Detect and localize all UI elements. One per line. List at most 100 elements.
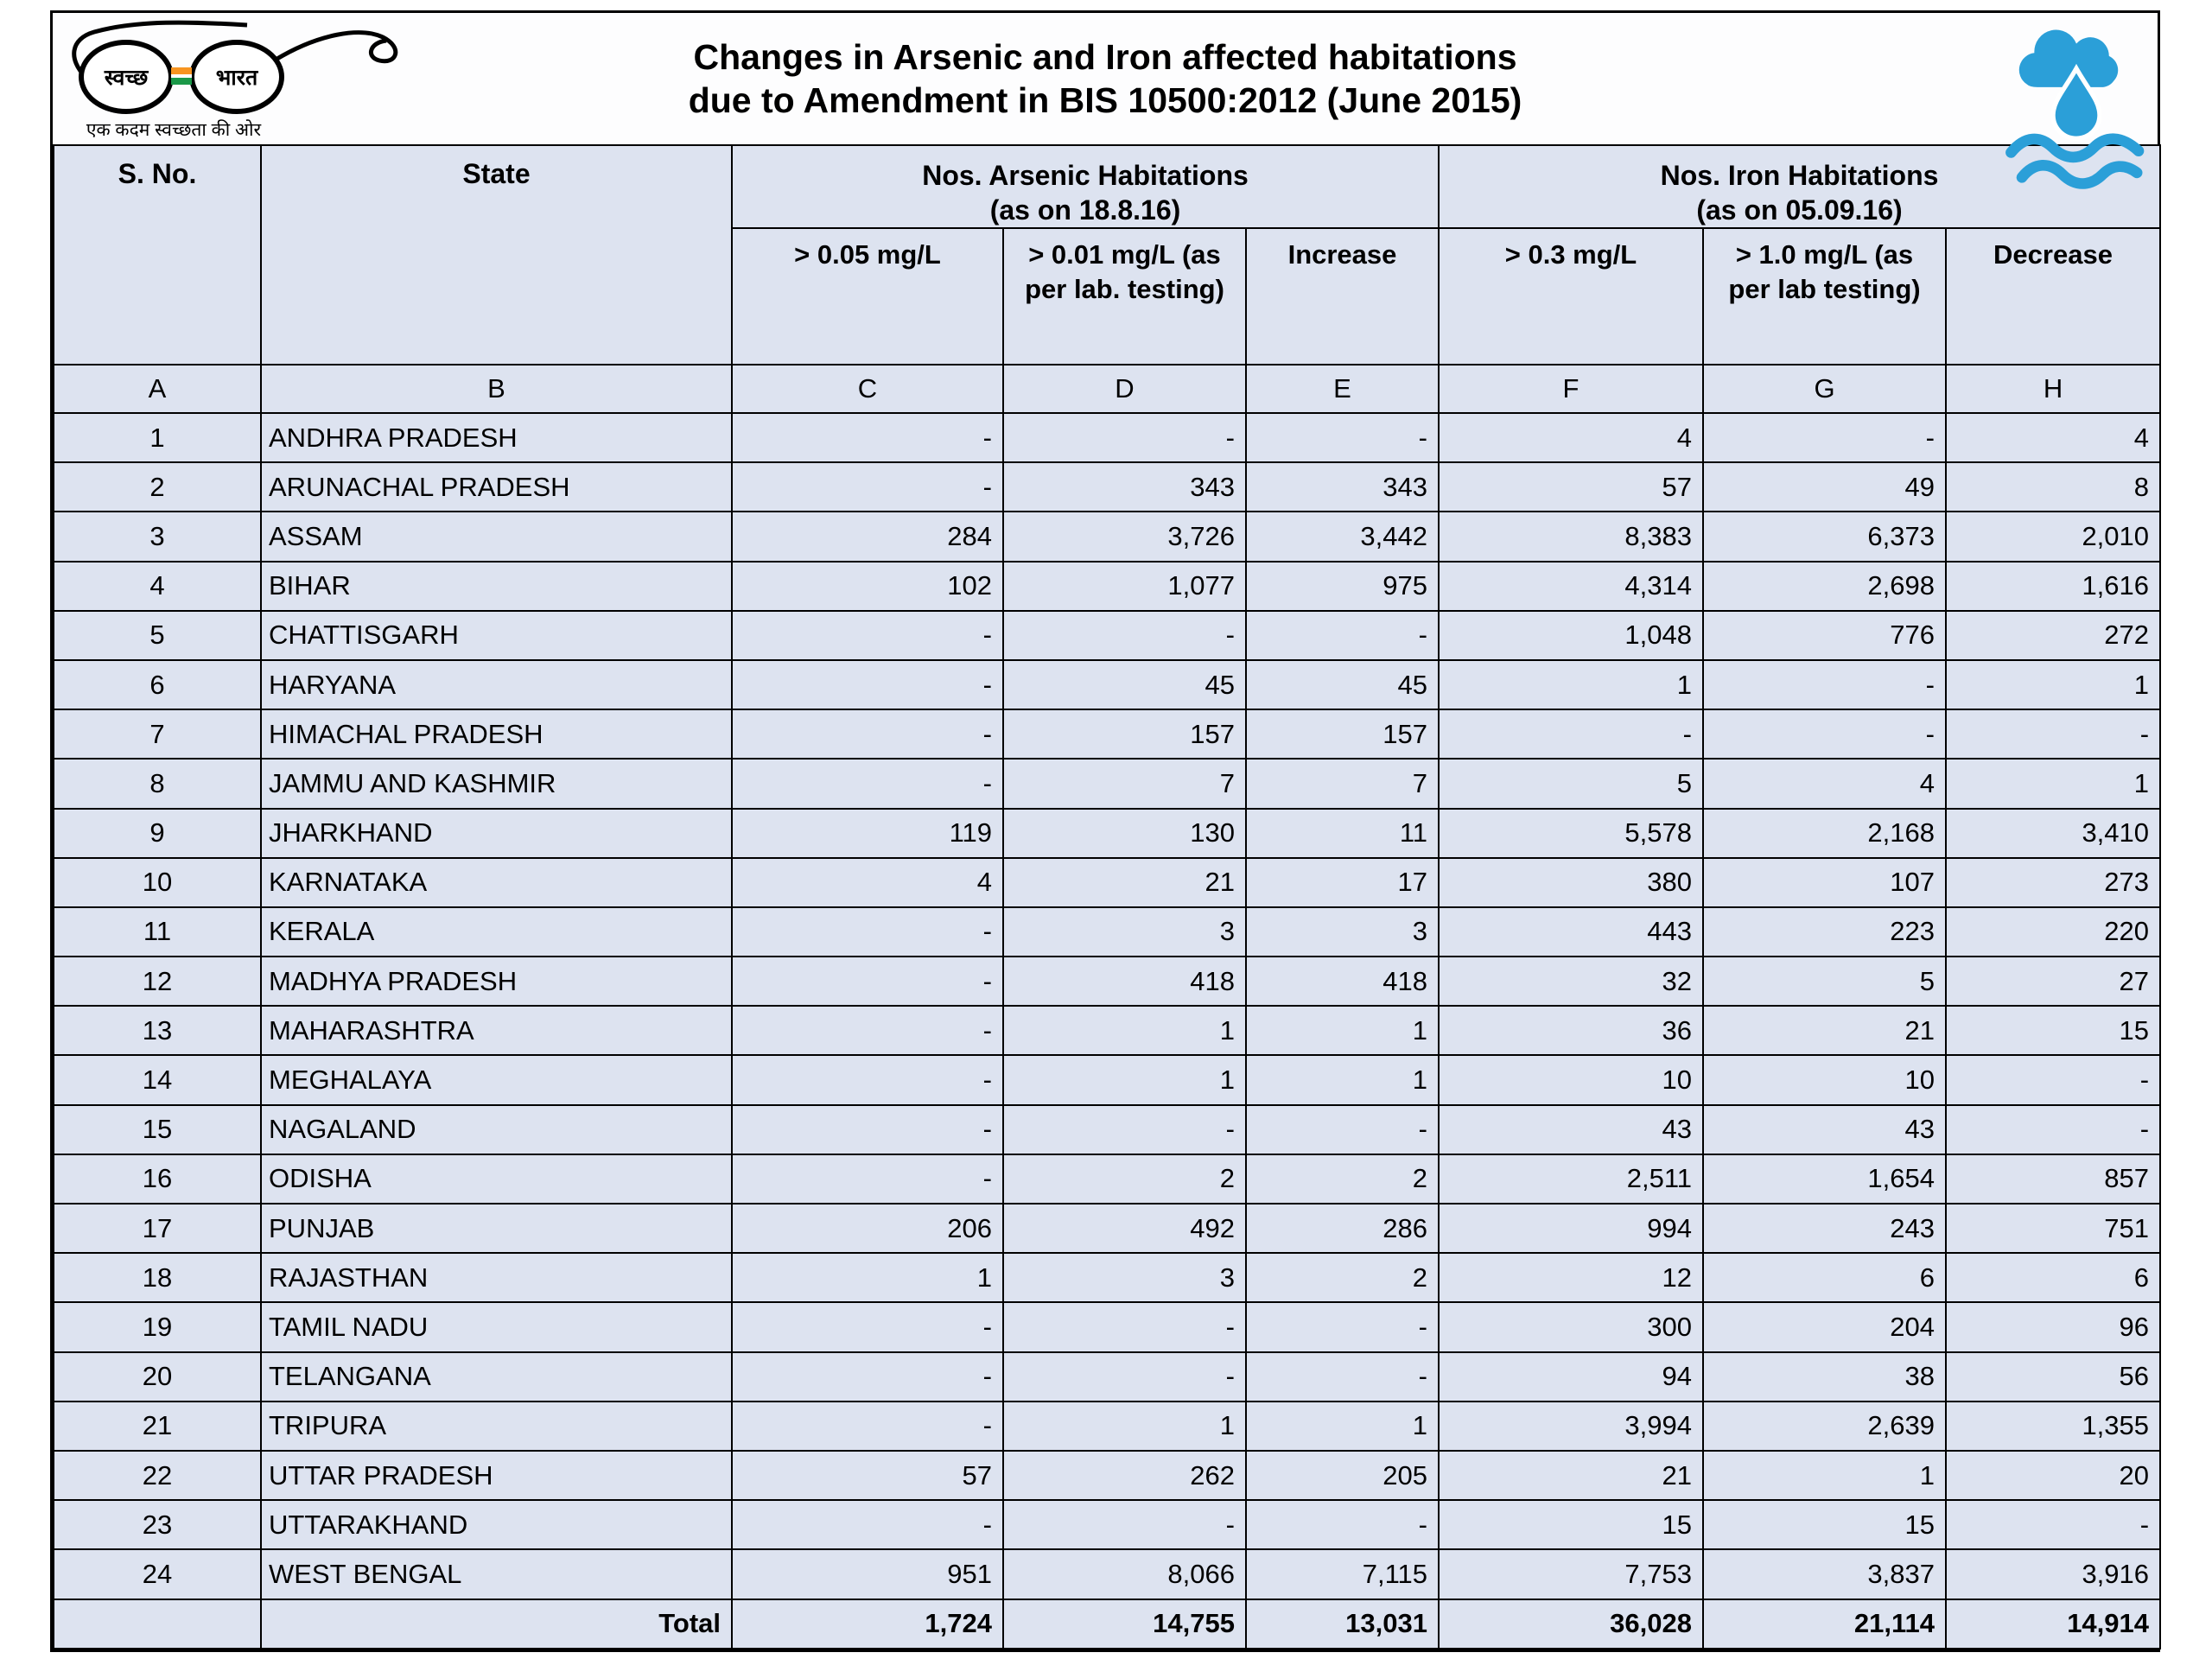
total-row: Total 1,724 14,755 13,031 36,028 21,114 14,914 [53, 1598, 2162, 1649]
value-cell: 43 [1438, 1103, 1704, 1155]
value-cell: 8 [1944, 461, 2162, 513]
value-cell: 3,837 [1702, 1548, 1947, 1600]
value-cell: 1,616 [1944, 560, 2162, 612]
value-cell: 10 [1438, 1054, 1704, 1106]
value-cell: 15 [1944, 1005, 2162, 1057]
value-cell: 243 [1702, 1202, 1947, 1255]
value-cell: 223 [1702, 906, 1947, 958]
state-cell: ARUNACHAL PRADESH [260, 461, 733, 513]
value-cell: 418 [1002, 956, 1247, 1007]
sno-cell: 2 [53, 461, 262, 513]
value-cell: 5 [1702, 956, 1947, 1007]
col-group-iron: Nos. Iron Habitations (as on 05.09.16) [1437, 144, 2162, 229]
table-row: 12 MADHYA PRADESH -418 418 32 5 27 [53, 956, 2162, 1007]
value-cell: 220 [1944, 906, 2162, 958]
sno-cell: 19 [53, 1301, 262, 1353]
sno-cell: 5 [53, 609, 262, 661]
state-cell: ANDHRA PRADESH [260, 411, 733, 464]
col-header-arsenic-001: > 0.01 mg/L (as per lab. testing) [1002, 227, 1247, 365]
col-header-iron-03: > 0.3 mg/L [1438, 227, 1704, 365]
value-cell: 751 [1944, 1202, 2162, 1255]
sno-cell: 18 [53, 1252, 262, 1304]
value-cell: 1 [1002, 1400, 1247, 1452]
value-cell: 3,442 [1245, 511, 1440, 563]
value-cell: - [731, 461, 1004, 513]
value-cell: 951 [731, 1548, 1004, 1600]
state-cell: Total [260, 1598, 733, 1649]
swachh-lens-left-text: स्वच्छ [104, 66, 149, 90]
value-cell: 1,654 [1702, 1153, 1947, 1205]
value-cell: - [1245, 1301, 1440, 1353]
value-cell: 2 [1002, 1153, 1247, 1205]
slide: स्वच्छ भारत एक कदम स्वच्छता की ओर Change… [50, 10, 2162, 1652]
water-ministry-logo [1999, 27, 2154, 213]
value-cell: 14,755 [1002, 1598, 1247, 1649]
value-cell: 7,115 [1245, 1548, 1440, 1600]
value-cell: 57 [731, 1449, 1004, 1502]
sno-cell: 1 [53, 411, 262, 464]
value-cell: 49 [1702, 461, 1947, 513]
sno-cell: 20 [53, 1351, 262, 1402]
value-cell: 2,010 [1944, 511, 2162, 563]
table-row: 3 ASSAM 284 3,726 3,442 8,383 6,373 2,010 [53, 511, 2162, 563]
sub-header-row: > 0.05 mg/L > 0.01 mg/L (as per lab. tes… [54, 227, 2162, 365]
value-cell: - [731, 1499, 1004, 1551]
sno-cell: 23 [53, 1499, 262, 1551]
value-cell: - [1702, 709, 1947, 760]
value-cell: - [1245, 1499, 1440, 1551]
title-band: स्वच्छ भारत एक कदम स्वच्छता की ओर Change… [53, 13, 2158, 144]
value-cell: 57 [1438, 461, 1704, 513]
value-cell: - [1245, 411, 1440, 464]
sno-cell: 21 [53, 1400, 262, 1452]
value-cell: - [731, 1301, 1004, 1353]
value-cell: 1,724 [731, 1598, 1004, 1649]
state-cell: ASSAM [260, 511, 733, 563]
value-cell: 3 [1245, 906, 1440, 958]
value-cell: - [1002, 1301, 1247, 1353]
group-header-row: S. No. State Nos. Arsenic Habitations (a… [53, 144, 2162, 365]
sno-cell: 3 [53, 511, 262, 563]
table-row: 9 JHARKHAND 119 130 11 5,578 2,168 3,410 [53, 807, 2162, 859]
value-cell: 1,048 [1438, 609, 1704, 661]
sno-cell: 12 [53, 956, 262, 1007]
value-cell: 15 [1438, 1499, 1704, 1551]
table-row: 22 UTTAR PRADESH 57 262 205 21 1 20 [53, 1449, 2162, 1502]
value-cell: - [731, 956, 1004, 1007]
value-cell: 21 [1438, 1449, 1704, 1502]
state-cell: MAHARASHTRA [260, 1005, 733, 1057]
sno-cell: 10 [53, 856, 262, 908]
state-cell: KARNATAKA [260, 856, 733, 908]
sno-cell: 24 [53, 1548, 262, 1600]
value-cell: 2,639 [1702, 1400, 1947, 1452]
value-cell: 380 [1438, 856, 1704, 908]
value-cell: - [1438, 709, 1704, 760]
sno-cell: 17 [53, 1202, 262, 1255]
value-cell: 21,114 [1702, 1598, 1947, 1649]
iron-group-date: (as on 05.09.16) [1696, 194, 1903, 226]
value-cell: 2,511 [1438, 1153, 1704, 1205]
col-header-decrease: Decrease [1944, 227, 2162, 365]
value-cell: 157 [1002, 709, 1247, 760]
letter-h: H [1944, 364, 2162, 414]
state-cell: NAGALAND [260, 1103, 733, 1155]
col-header-arsenic-005: > 0.05 mg/L [731, 227, 1004, 365]
value-cell: 206 [731, 1202, 1004, 1255]
value-cell: 20 [1944, 1449, 2162, 1502]
value-cell: 492 [1002, 1202, 1247, 1255]
value-cell: 36,028 [1438, 1598, 1704, 1649]
value-cell: - [731, 906, 1004, 958]
state-cell: PUNJAB [260, 1202, 733, 1255]
value-cell: 1 [1245, 1054, 1440, 1106]
sno-cell: 22 [53, 1449, 262, 1502]
value-cell: 272 [1944, 609, 2162, 661]
glasses-icon: स्वच्छ भारत एक कदम स्वच्छता की ओर [72, 20, 398, 140]
value-cell: - [1944, 1499, 2162, 1551]
value-cell: 1 [731, 1252, 1004, 1304]
value-cell: - [1702, 411, 1947, 464]
table-row: 11 KERALA -3 3 443 223 220 [53, 906, 2162, 958]
state-cell: BIHAR [260, 560, 733, 612]
value-cell: 975 [1245, 560, 1440, 612]
page-title: Changes in Arsenic and Iron affected hab… [689, 35, 1522, 122]
table-row: 17 PUNJAB 206 492 286 994 243 751 [53, 1202, 2162, 1255]
value-cell: 776 [1702, 609, 1947, 661]
